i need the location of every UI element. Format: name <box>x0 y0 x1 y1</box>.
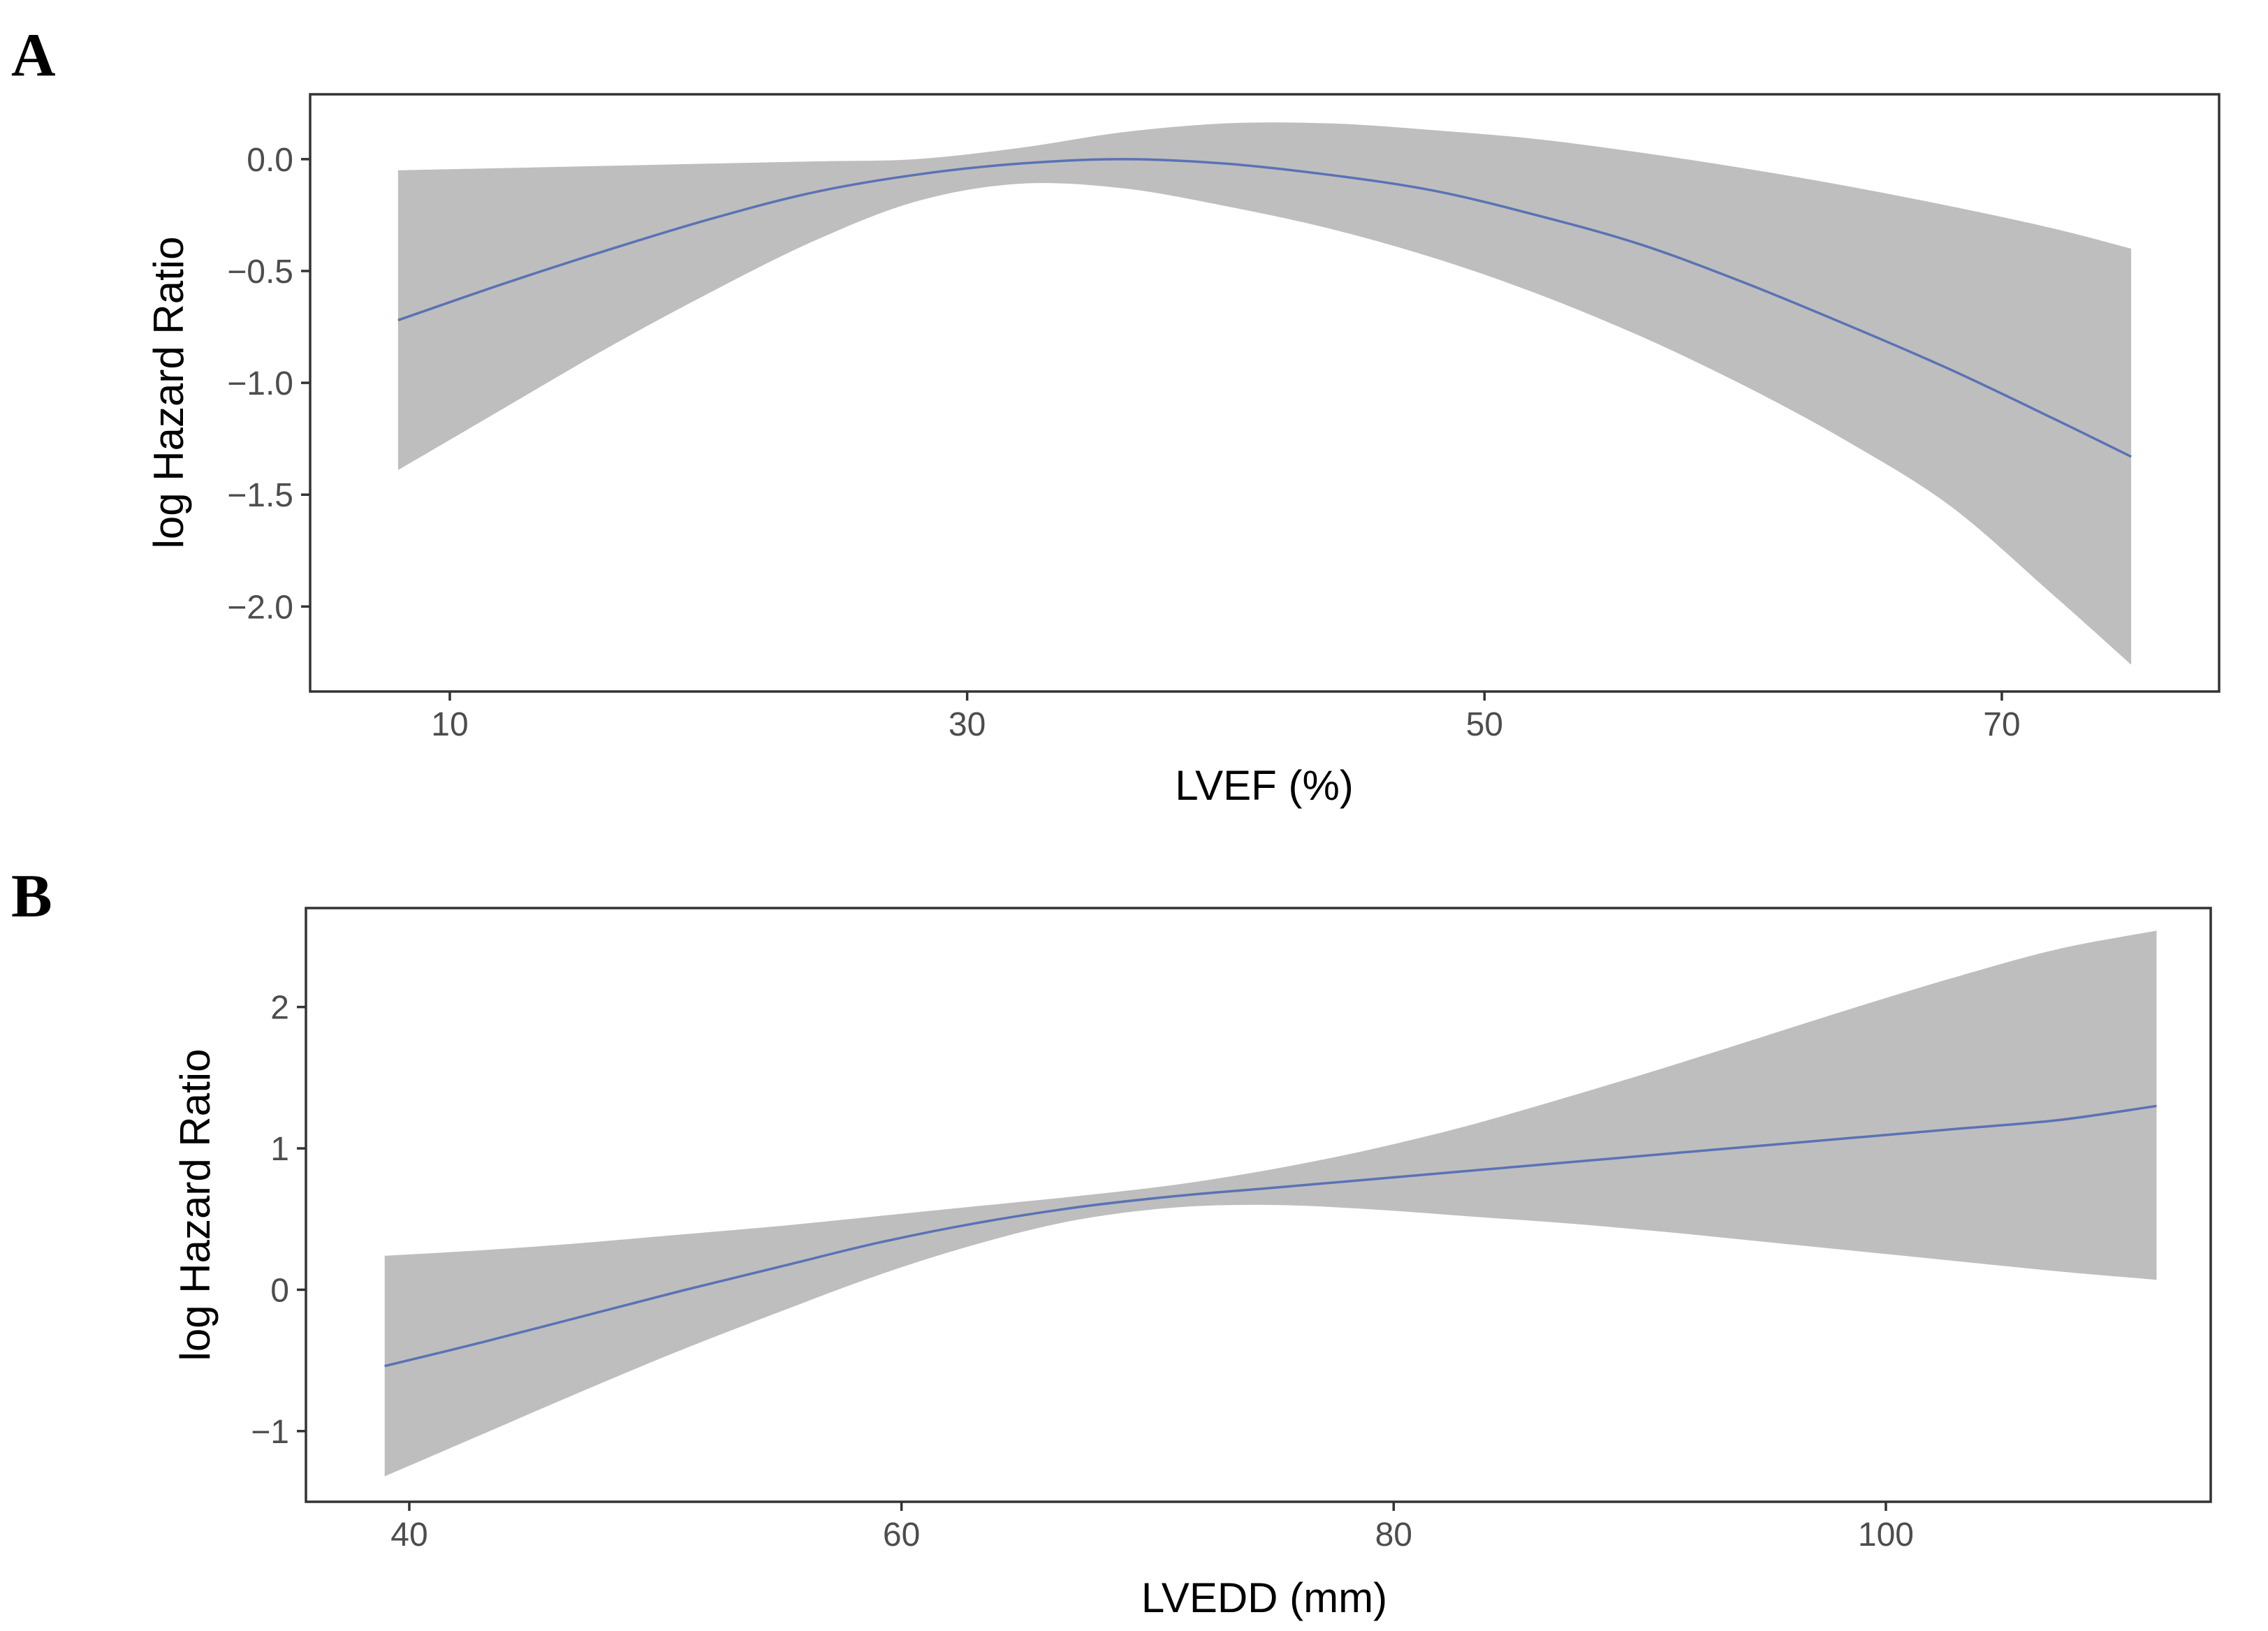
panel-b-letter: B <box>11 863 52 930</box>
y-tick-label: 0.0 <box>247 142 293 179</box>
panel-b-x-axis: 40 60 80 100 <box>390 1502 1914 1553</box>
y-tick-label: −0.5 <box>227 254 293 291</box>
panel-a-y-axis: 0.0 −0.5 −1.0 −1.5 −2.0 <box>227 142 310 626</box>
y-tick-label: 1 <box>270 1131 289 1168</box>
y-tick-label: −1.5 <box>227 477 293 514</box>
x-tick-label: 30 <box>949 706 986 743</box>
panel-a-log-hazard-curve <box>397 158 2132 458</box>
y-tick-label: −1 <box>251 1414 289 1451</box>
panel-a-confidence-band <box>397 122 2132 665</box>
x-tick-label: 40 <box>390 1516 427 1553</box>
panel-b: B 40 60 80 100 2 1 0 −1 LVEDD (mm) log Hazard … <box>11 863 2212 1621</box>
x-tick-label: 60 <box>883 1516 920 1553</box>
x-tick-label: 10 <box>431 706 468 743</box>
y-tick-label: 0 <box>270 1272 289 1309</box>
x-tick-label: 50 <box>1466 706 1503 743</box>
y-tick-label: −1.0 <box>227 365 293 402</box>
x-tick-label: 70 <box>1983 706 2020 743</box>
panel-a-x-axis-title: LVEF (%) <box>1175 762 1354 809</box>
panel-b-log-hazard-curve <box>384 1104 2157 1368</box>
panel-b-x-axis-title: LVEDD (mm) <box>1141 1574 1387 1621</box>
panel-a: A 10 30 50 70 0.0−0.5−1.0−1.5−2.0 LVEF (%) … <box>11 22 2221 809</box>
panel-b-confidence-band <box>384 930 2157 1477</box>
x-tick-label: 100 <box>1858 1516 1914 1553</box>
panel-b-plot-frame <box>305 907 2212 1503</box>
panel-a-y-axis-title: log Hazard Ratio <box>145 237 192 549</box>
x-tick-label: 80 <box>1375 1516 1412 1553</box>
panel-a-plot-frame <box>309 93 2221 693</box>
panel-b-y-axis: 2 1 0 −1 <box>251 990 306 1451</box>
panel-b-y-axis-title: log Hazard Ratio <box>172 1049 219 1361</box>
y-tick-label: 2 <box>270 990 289 1027</box>
panel-a-x-axis: 10 30 50 70 <box>431 692 2021 743</box>
y-tick-label: −2.0 <box>227 589 293 626</box>
panel-a-letter: A <box>11 22 56 89</box>
